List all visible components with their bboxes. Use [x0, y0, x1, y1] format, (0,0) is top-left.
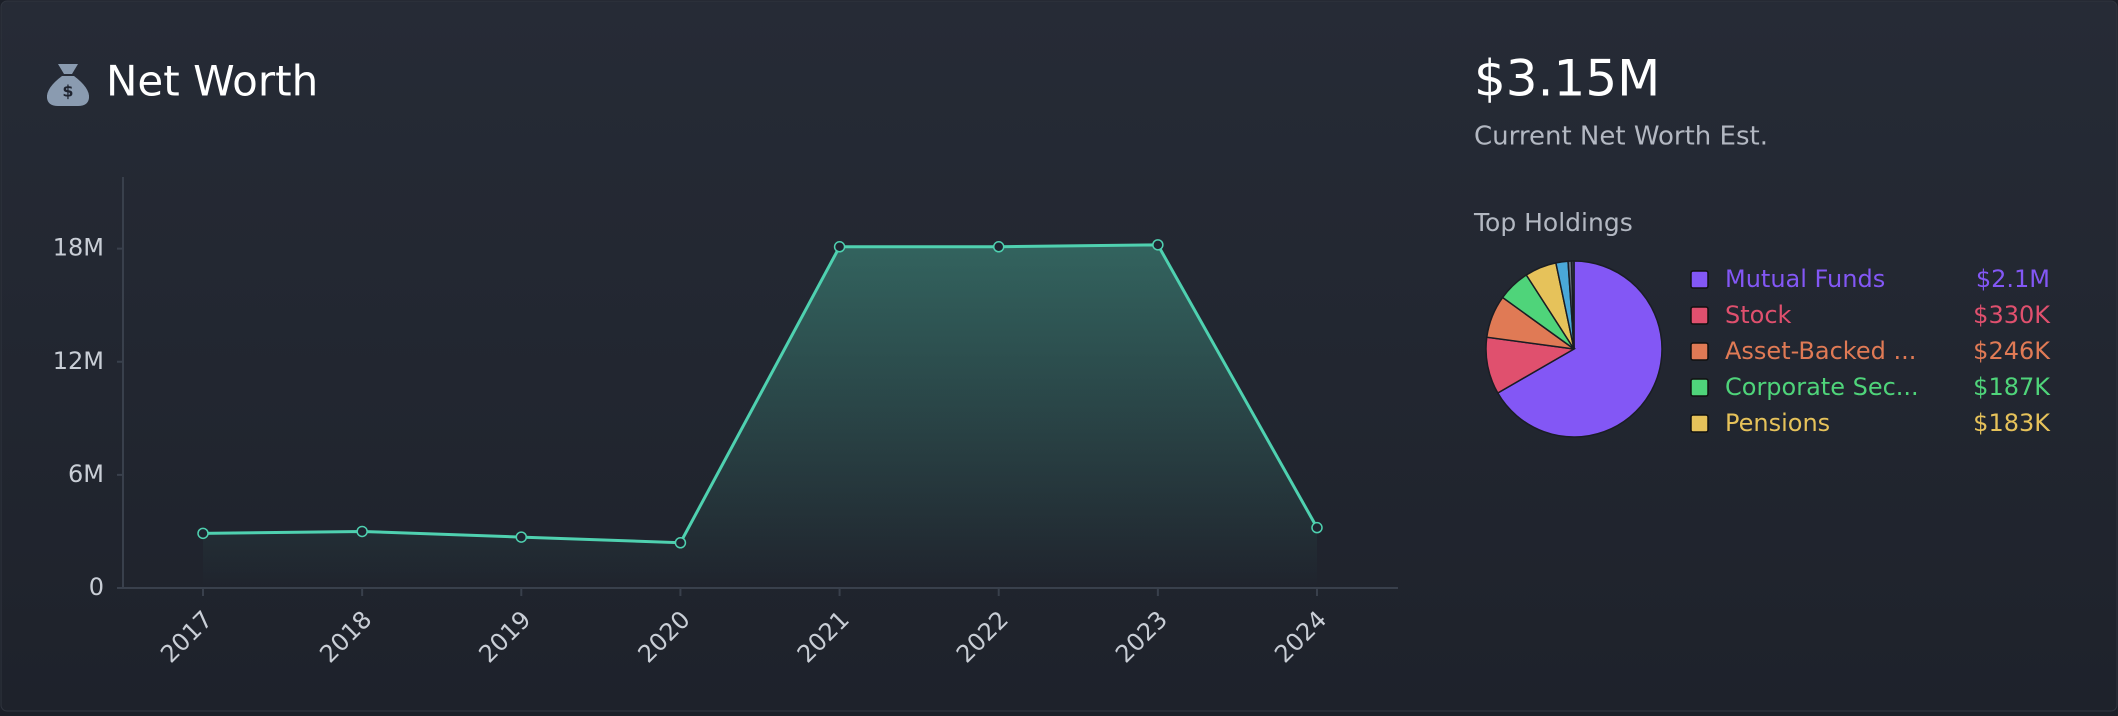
legend-label: Corporate Sec...	[1725, 373, 1919, 401]
title: Net Worth	[106, 57, 318, 106]
point	[992, 241, 1005, 253]
legend-swatch	[1690, 378, 1709, 397]
net-worth-caption: Current Net Worth Est.	[1474, 122, 1768, 152]
money-bag-icon: $	[46, 64, 90, 106]
legend-value: $183K	[1973, 409, 2051, 437]
pie-slice	[1570, 260, 1575, 350]
legend-value: $2.1M	[1976, 265, 2050, 293]
pie-slice	[1496, 260, 1663, 438]
point	[833, 241, 846, 253]
legend-label: Stock	[1725, 301, 1792, 329]
y-tick-label: 0	[89, 573, 104, 601]
legend-label: Asset-Backed ...	[1725, 337, 1916, 365]
point	[197, 527, 209, 540]
legend-label: Pensions	[1725, 409, 1830, 437]
legend-swatch	[1690, 342, 1709, 361]
legend-label: Mutual Funds	[1725, 265, 1885, 293]
legend-value: $187K	[1973, 373, 2051, 401]
y-tick-label: 6M	[68, 460, 104, 488]
area	[203, 244, 1317, 588]
legend-swatch	[1690, 306, 1709, 325]
y-tick-label: 12M	[53, 347, 104, 375]
point	[1311, 521, 1323, 534]
y-tick-label: 18M	[53, 234, 104, 262]
legend-value: $246K	[1973, 337, 2051, 365]
point	[674, 537, 687, 549]
holdings-title: Top Holdings	[1473, 208, 1633, 237]
point	[515, 531, 528, 543]
point	[356, 525, 368, 538]
point	[1152, 239, 1164, 251]
legend-swatch	[1690, 270, 1709, 289]
legend-value: $330K	[1973, 301, 2051, 329]
svg-text:$: $	[62, 82, 73, 101]
net-worth-value: $3.15M	[1474, 50, 1660, 108]
legend-swatch	[1690, 414, 1709, 433]
line	[202, 243, 1319, 545]
